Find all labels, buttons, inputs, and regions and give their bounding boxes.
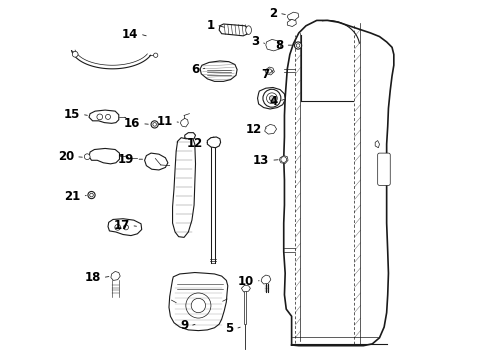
Circle shape — [84, 154, 90, 159]
Circle shape — [267, 93, 277, 104]
Circle shape — [191, 298, 205, 313]
Polygon shape — [200, 61, 237, 81]
Text: 2: 2 — [269, 7, 277, 20]
Polygon shape — [89, 148, 120, 164]
Polygon shape — [242, 285, 250, 292]
Polygon shape — [266, 40, 281, 51]
Text: 21: 21 — [65, 190, 81, 203]
Circle shape — [88, 192, 95, 199]
Circle shape — [270, 96, 274, 101]
Circle shape — [97, 114, 102, 120]
Circle shape — [294, 42, 302, 49]
Text: 11: 11 — [156, 115, 172, 128]
Polygon shape — [265, 125, 276, 134]
Ellipse shape — [245, 26, 251, 35]
Text: 13: 13 — [253, 154, 270, 167]
Circle shape — [153, 123, 156, 126]
Text: 19: 19 — [118, 153, 135, 166]
Polygon shape — [145, 153, 168, 170]
Polygon shape — [265, 67, 274, 75]
Text: 4: 4 — [269, 95, 277, 108]
Text: 3: 3 — [251, 35, 259, 49]
Polygon shape — [261, 275, 271, 284]
Text: 14: 14 — [122, 28, 138, 41]
Text: 12: 12 — [186, 137, 203, 150]
Circle shape — [115, 225, 121, 230]
Polygon shape — [219, 24, 249, 36]
Text: 8: 8 — [275, 39, 284, 52]
Circle shape — [151, 121, 158, 128]
Circle shape — [73, 51, 78, 57]
Text: 18: 18 — [84, 271, 101, 284]
Circle shape — [186, 293, 211, 318]
Text: 1: 1 — [206, 19, 215, 32]
Text: 20: 20 — [58, 150, 74, 163]
Circle shape — [105, 114, 111, 120]
Polygon shape — [287, 19, 296, 27]
Polygon shape — [287, 12, 299, 21]
Text: 9: 9 — [180, 319, 188, 332]
FancyBboxPatch shape — [378, 153, 390, 185]
Text: 7: 7 — [261, 68, 270, 81]
Polygon shape — [185, 133, 196, 140]
Polygon shape — [111, 271, 120, 280]
Text: 16: 16 — [124, 117, 140, 130]
Text: 6: 6 — [191, 63, 199, 76]
Polygon shape — [375, 140, 379, 148]
Polygon shape — [172, 138, 196, 237]
Circle shape — [281, 157, 287, 162]
Polygon shape — [258, 87, 285, 109]
Polygon shape — [279, 156, 288, 163]
Polygon shape — [89, 110, 119, 123]
Polygon shape — [108, 219, 142, 235]
Circle shape — [123, 225, 128, 230]
Polygon shape — [180, 118, 188, 127]
Circle shape — [153, 53, 158, 57]
Text: 10: 10 — [238, 275, 254, 288]
Polygon shape — [169, 273, 228, 330]
Circle shape — [267, 69, 271, 73]
Polygon shape — [209, 137, 216, 145]
Circle shape — [263, 89, 281, 107]
Text: 12: 12 — [246, 123, 262, 136]
Text: 15: 15 — [64, 108, 80, 121]
Circle shape — [296, 44, 300, 47]
Polygon shape — [207, 137, 220, 148]
Text: 17: 17 — [113, 219, 129, 232]
Text: 5: 5 — [225, 322, 234, 335]
Circle shape — [90, 193, 93, 197]
